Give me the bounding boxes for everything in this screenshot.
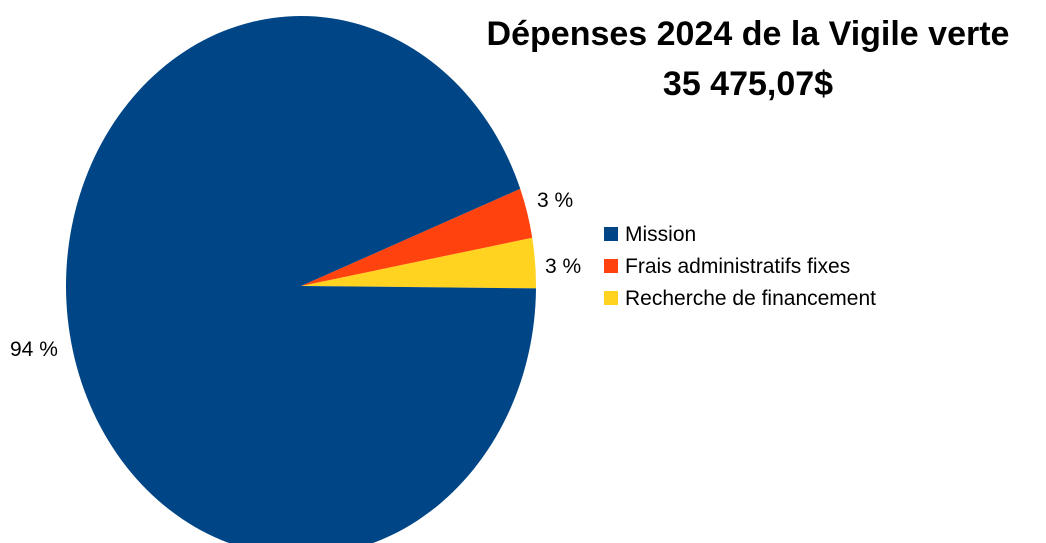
pie-slice-recherche-financement [301,237,536,289]
slice-label-recherche-financement: 3 % [545,255,581,278]
chart-subtitle: 35 475,07$ [663,65,833,103]
slice-label-mission: 94 % [10,338,58,361]
pie-slices [66,16,536,543]
pie-slice-frais-administratifs [301,188,533,286]
slice-label-frais-administratifs: 3 % [537,189,573,212]
legend-swatch-frais-administratifs [604,259,618,273]
legend-label-recherche-financement: Recherche de financement [625,287,876,310]
legend-swatch-mission [604,227,618,241]
pie-slice-mission [66,16,536,543]
chart-title: Dépenses 2024 de la Vigile verte [487,15,1010,53]
legend-label-mission: Mission [625,223,696,246]
legend-label-frais-administratifs: Frais administratifs fixes [625,255,850,278]
legend: Mission Frais administratifs fixes Reche… [604,223,876,310]
legend-swatch-recherche-financement [604,291,618,305]
